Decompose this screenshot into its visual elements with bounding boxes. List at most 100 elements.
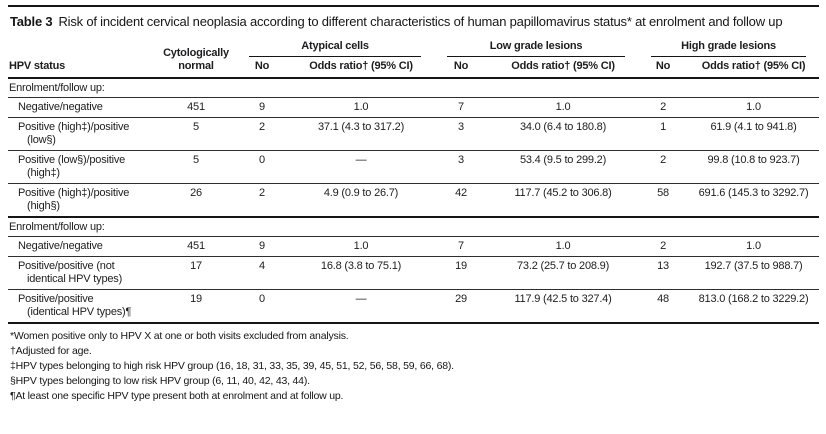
group-header-label: High grade lesions: [651, 40, 807, 57]
table-cell: 1.0: [288, 236, 435, 257]
row-label: Positive (low§)/positive (high‡): [8, 150, 156, 184]
table-cell: 0: [236, 150, 288, 184]
group-header-atypical-cells: Atypical cells: [236, 38, 434, 57]
row-label-line: (low§): [27, 134, 56, 146]
table-cell: 26: [156, 183, 236, 218]
table-cell: 2: [638, 97, 689, 118]
table-caption: Risk of incident cervical neoplasia acco…: [58, 14, 783, 29]
table-cell: 3: [434, 150, 489, 184]
col-header-no-low: No: [434, 57, 489, 79]
table-cell: 48: [638, 289, 689, 324]
row-label: Positive (high‡)/positive (high§): [8, 183, 156, 218]
table-cell: 1.0: [688, 236, 820, 257]
footnote: †Adjusted for age.: [10, 345, 92, 357]
table-row: Positive/positive (not identical HPV type…: [8, 256, 820, 290]
section-row: Enrolment/follow up:: [8, 216, 820, 237]
table-cell: 53.4 (9.5 to 299.2): [488, 150, 639, 184]
table-cell: 58: [638, 183, 689, 218]
table-cell: 813.0 (168.2 to 3229.2): [688, 289, 820, 324]
table-cell: 1: [638, 117, 689, 151]
group-header-low-grade-lesions: Low grade lesions: [434, 38, 638, 57]
table-row: Positive (high‡)/positive (high§) 26 2 4.9 (…: [8, 183, 820, 218]
row-label: Positive/positive (identical HPV types)¶: [8, 289, 156, 324]
col-header-no-high: No: [638, 57, 689, 79]
table-cell: —: [288, 289, 435, 324]
table-cell: 9: [236, 97, 288, 118]
col-header-or-low: Odds ratio† (95% CI): [488, 57, 639, 79]
table-cell: 1.0: [688, 97, 820, 118]
col-header-hpv-status: HPV status: [8, 38, 156, 79]
top-rule: [8, 5, 819, 7]
table-cell: 451: [156, 236, 236, 257]
row-label: Negative/negative: [8, 236, 156, 257]
table-cell: 691.6 (145.3 to 3292.7): [688, 183, 820, 218]
table-cell: 2: [236, 183, 288, 218]
table-cell: —: [288, 150, 435, 184]
data-table: HPV status Cytologically normal Atypical…: [8, 38, 820, 324]
row-label-line: identical HPV types): [27, 273, 123, 285]
table-cell: 4.9 (0.9 to 26.7): [288, 183, 435, 218]
table-cell: 1.0: [488, 97, 639, 118]
table-row: Negative/negative 451 9 1.0 7 1.0 2 1.0: [8, 236, 820, 257]
row-label-line: Negative/negative: [18, 101, 103, 113]
table-cell: 13: [638, 256, 689, 290]
col-header-no-atypical: No: [236, 57, 288, 79]
col-header-or-atypical: Odds ratio† (95% CI): [288, 57, 435, 79]
group-header-high-grade-lesions: High grade lesions: [638, 38, 819, 57]
table-row: Positive/positive (identical HPV types)¶ 1…: [8, 289, 820, 324]
section-row: Enrolment/follow up:: [8, 77, 820, 98]
table-body: Enrolment/follow up: Negative/negative 451…: [8, 77, 820, 324]
table-row: Negative/negative 451 9 1.0 7 1.0 2 1.0: [8, 97, 820, 118]
table-cell: 2: [236, 117, 288, 151]
section-label: Enrolment/follow up:: [8, 216, 820, 237]
table-cell: 2: [638, 150, 689, 184]
section-label: Enrolment/follow up:: [8, 77, 820, 98]
table-row: Positive (low§)/positive (high‡) 5 0—3 53.4 …: [8, 150, 820, 184]
row-label: Positive/positive (not identical HPV type…: [8, 256, 156, 290]
table-cell: 17: [156, 256, 236, 290]
table-cell: 9: [236, 236, 288, 257]
col-header-line: Cytologically: [163, 47, 229, 59]
table-cell: 73.2 (25.7 to 208.9): [488, 256, 639, 290]
table-cell: 16.8 (3.8 to 75.1): [288, 256, 435, 290]
table-cell: 451: [156, 97, 236, 118]
row-label-line: Positive (high‡)/positive: [18, 187, 130, 199]
footnote: *Women positive only to HPV X at one or …: [10, 330, 349, 342]
row-label-line: Negative/negative: [18, 240, 103, 252]
table-header: HPV status Cytologically normal Atypical…: [8, 38, 820, 79]
header-group-row: HPV status Cytologically normal Atypical…: [8, 38, 819, 79]
table-cell: 117.7 (45.2 to 306.8): [488, 183, 639, 218]
col-header-or-high: Odds ratio† (95% CI): [688, 57, 820, 79]
row-label-line: Positive/positive: [18, 293, 94, 305]
col-header-cytologically-normal: Cytologically normal: [156, 38, 236, 79]
table-cell: 37.1 (4.3 to 317.2): [288, 117, 435, 151]
row-label-line: Positive (high‡)/positive: [18, 121, 130, 133]
row-label-line: (identical HPV types)¶: [27, 306, 132, 318]
table-cell: 0: [236, 289, 288, 324]
table-cell: 61.9 (4.1 to 941.8): [688, 117, 820, 151]
group-header-label: Low grade lesions: [447, 40, 626, 57]
table-cell: 3: [434, 117, 489, 151]
table-cell: 19: [434, 256, 489, 290]
table-cell: 192.7 (37.5 to 988.7): [688, 256, 820, 290]
table-cell: 34.0 (6.4 to 180.8): [488, 117, 639, 151]
table-cell: 4: [236, 256, 288, 290]
row-label: Negative/negative: [8, 97, 156, 118]
group-header-label: Atypical cells: [249, 40, 422, 57]
table-cell: 19: [156, 289, 236, 324]
table-cell: 7: [434, 236, 489, 257]
row-label-line: (high§): [27, 200, 60, 212]
table-cell: 5: [156, 117, 236, 151]
table-cell: 29: [434, 289, 489, 324]
footnote: ¶At least one specific HPV type present …: [10, 390, 344, 402]
footnotes: *Women positive only to HPV X at one or …: [10, 329, 819, 404]
header-sub-row: No Odds ratio† (95% CI) No Odds ratio† (…: [8, 57, 820, 79]
row-label-line: Positive/positive (not: [18, 260, 115, 272]
table-title: Table 3 Risk of incident cervical neoplas…: [10, 14, 816, 30]
table-cell: 5: [156, 150, 236, 184]
footnote: §HPV types belonging to low risk HPV gro…: [10, 375, 310, 387]
table-cell: 99.8 (10.8 to 923.7): [688, 150, 820, 184]
table-cell: 1.0: [288, 97, 435, 118]
table-cell: 117.9 (42.5 to 327.4): [488, 289, 639, 324]
table-row: Positive (high‡)/positive (low§) 5 2 37.1 (4…: [8, 117, 820, 151]
